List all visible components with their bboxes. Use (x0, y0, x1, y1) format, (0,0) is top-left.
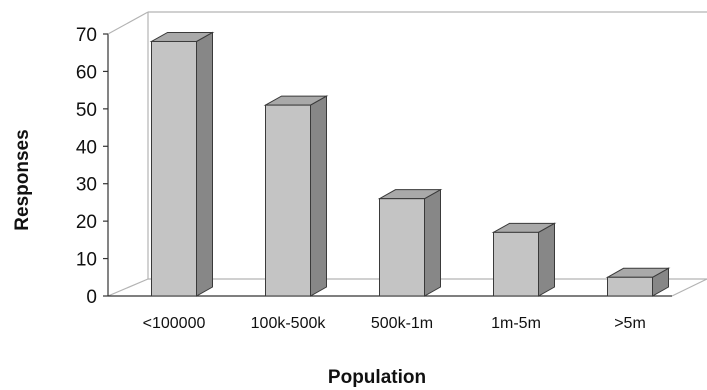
bar-5 (605, 267, 671, 297)
x-axis-ticks: <100000 100k-500k 500k-1m 1m-5m >5m (143, 315, 646, 332)
wall-top-left-edge (107, 11, 149, 35)
y-tick-label: 70 (76, 25, 97, 46)
x-axis-title: Population (328, 367, 426, 388)
y-tick-label: 60 (76, 62, 97, 83)
bar-4 (491, 222, 557, 297)
y-axis-title: Responses (12, 129, 33, 230)
bar-1 (149, 31, 215, 297)
x-tick-label: <100000 (143, 315, 206, 332)
y-tick-label: 20 (76, 212, 97, 233)
x-tick-label: 100k-500k (251, 315, 327, 332)
bar-side-face (424, 188, 441, 297)
y-tick-label: 40 (76, 137, 97, 158)
y-axis-ticks: 0 10 20 30 40 50 60 70 (76, 25, 108, 308)
y-tick-label: 30 (76, 175, 97, 196)
y-tick-label: 50 (76, 100, 97, 121)
bar-2 (263, 95, 329, 297)
floor-right-edge (671, 278, 707, 297)
y-tick-label: 0 (86, 287, 97, 308)
y-tick-label: 10 (76, 250, 97, 271)
bars (149, 31, 671, 297)
bar-front-face (151, 40, 197, 297)
bar-3 (377, 188, 443, 297)
x-tick-label: 500k-1m (371, 315, 433, 332)
bar-side-face (196, 31, 213, 297)
bar-side-face (538, 222, 555, 297)
x-tick-label: 1m-5m (491, 315, 541, 332)
bar-front-face (265, 104, 311, 297)
bar-front-face (607, 276, 653, 297)
bar-front-face (493, 231, 539, 297)
floor-left-edge (107, 278, 149, 297)
x-tick-label: >5m (614, 315, 646, 332)
bar-front-face (379, 198, 425, 297)
bar-side-face (310, 95, 327, 297)
